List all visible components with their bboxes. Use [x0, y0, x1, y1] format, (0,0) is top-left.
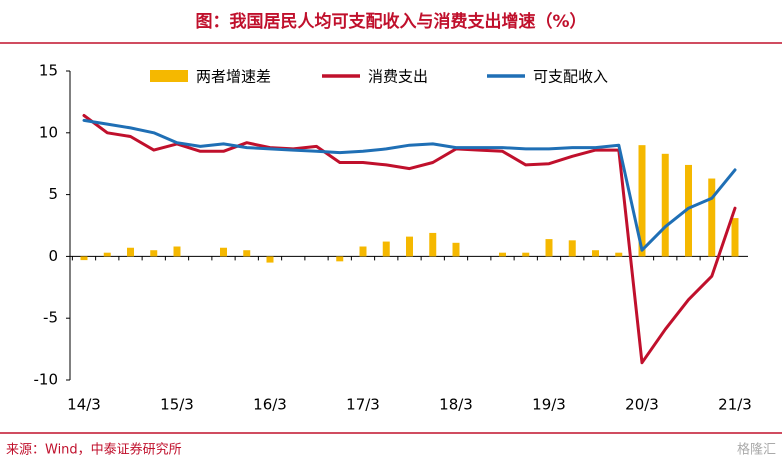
bar — [615, 252, 623, 257]
bar — [638, 145, 646, 257]
bar — [243, 250, 251, 257]
y-tick-label: 5 — [48, 185, 58, 203]
x-tick-label: 17/3 — [346, 396, 380, 414]
legend-swatch — [150, 70, 188, 82]
y-tick-label: 10 — [39, 123, 58, 141]
x-tick-label: 18/3 — [439, 396, 473, 414]
y-tick-label: 15 — [39, 62, 58, 80]
bar — [359, 246, 367, 257]
x-tick-label: 21/3 — [718, 396, 752, 414]
x-tick-label: 19/3 — [532, 396, 566, 414]
bar — [499, 252, 506, 257]
bar — [173, 246, 181, 257]
source: 来源：Wind，中泰证券研究所 — [6, 442, 182, 458]
bar — [220, 247, 227, 257]
bar — [452, 242, 460, 257]
bar — [731, 218, 739, 257]
y-tick-label: -5 — [43, 309, 58, 327]
bar — [429, 232, 437, 257]
x-tick-label: 20/3 — [625, 396, 659, 414]
bar — [266, 256, 274, 263]
bar — [661, 153, 669, 257]
bar — [545, 239, 553, 257]
legend-label: 消费支出 — [368, 68, 428, 86]
line — [82, 118, 737, 252]
bar — [406, 236, 413, 257]
bar — [336, 256, 344, 262]
x-tick-label: 15/3 — [160, 396, 194, 414]
bar — [522, 252, 530, 257]
bar — [150, 250, 158, 257]
line — [82, 114, 737, 365]
bar — [80, 256, 88, 261]
legend-label: 可支配收入 — [533, 68, 608, 86]
bar — [592, 250, 599, 257]
watermark: 格隆汇 — [737, 442, 776, 458]
y-tick-label: 0 — [48, 247, 58, 265]
bar — [708, 178, 716, 257]
bar — [685, 164, 692, 257]
x-tick-label: 16/3 — [253, 396, 287, 414]
bar — [382, 241, 390, 257]
bar — [103, 252, 111, 257]
legend-label: 两者增速差 — [196, 68, 271, 86]
bar — [568, 240, 576, 257]
bar — [127, 247, 134, 257]
x-tick-label: 14/3 — [67, 396, 101, 414]
y-tick-label: -10 — [34, 371, 59, 389]
chart-title: 图：我国居民人均可支配收入与消费支出增速（%） — [195, 11, 586, 32]
